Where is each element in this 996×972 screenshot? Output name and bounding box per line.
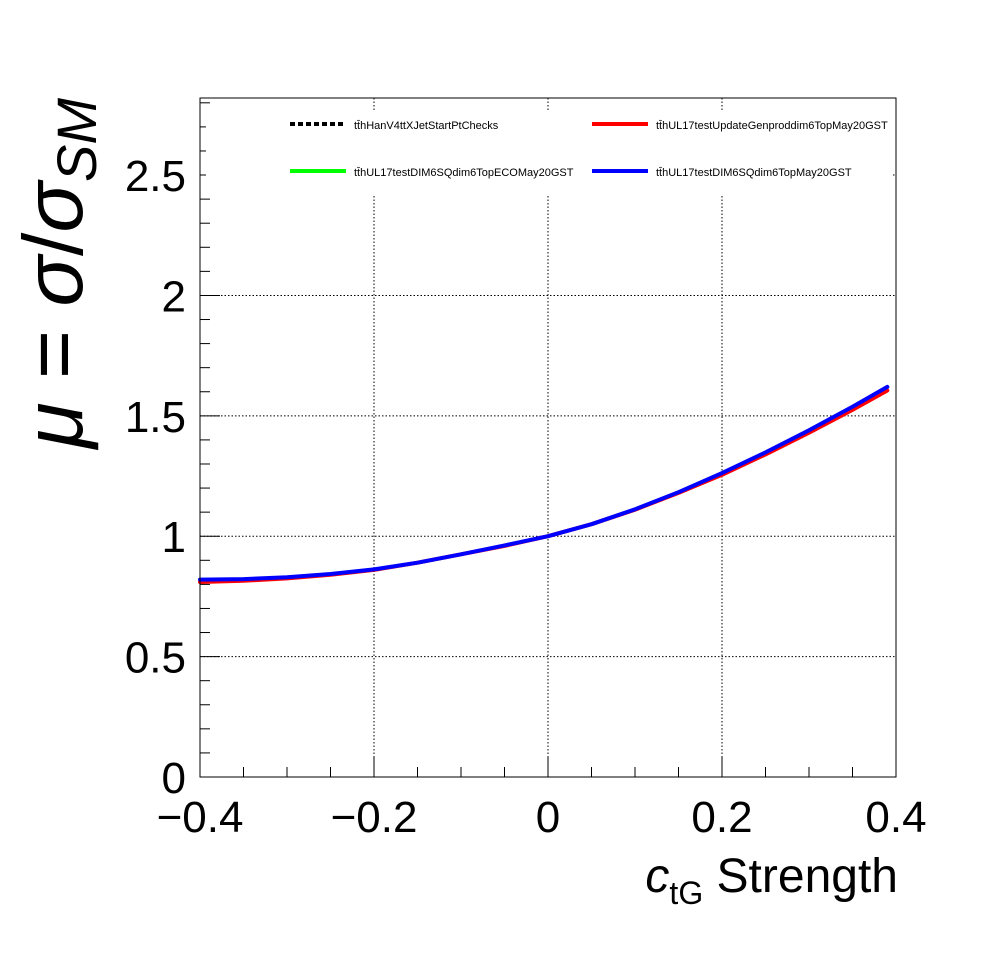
legend-label: tt̄hUL17testDIM6SQdim6TopMay20GST [656,167,852,179]
x-axis-title: ctG Strength [645,850,898,911]
y-axis-slash: / [6,232,100,256]
y-tick-label: 2.5 [125,152,186,201]
y-axis-mu: μ [6,402,100,450]
axis-ticks [199,102,897,778]
series-line [198,384,890,582]
legend-box [206,110,892,194]
x-tick-labels: −0.4 −0.2 0 0.2 0.4 [157,793,927,842]
y-axis-eq: = [6,307,100,403]
series-line [198,388,890,584]
series-layer [198,384,890,584]
x-axis-symbol: c [645,850,669,903]
y-axis-subscript: SM [45,98,108,182]
y-tick-label: 0 [162,754,186,803]
x-tick-label: −0.2 [331,793,418,842]
legend: tt̄hHanV4ttXJetStartPtChecks tt̄hUL17test… [206,110,892,194]
x-tick-label: −0.4 [157,793,244,842]
y-tick-labels: 0 0.5 1 1.5 2 2.5 [125,152,186,803]
legend-label: tt̄hUL17testDIM6SQdim6TopECOMay20GST [354,167,574,179]
x-tick-label: 0.2 [691,793,752,842]
y-tick-label: 1.5 [125,393,186,442]
x-tick-label: 0 [536,793,560,842]
y-axis-title: μ = σ/σSM [6,98,108,451]
legend-label: tt̄hHanV4ttXJetStartPtChecks [354,120,499,132]
legend-label: tt̄hUL17testUpdateGenproddim6TopMay20GST [656,120,888,132]
x-axis-suffix: Strength [703,850,898,903]
y-axis-sigma: σ [6,253,100,307]
x-tick-label: 0.4 [865,793,926,842]
x-axis-subscript: tG [669,875,703,911]
y-tick-label: 0.5 [125,634,186,683]
y-tick-label: 2 [162,272,186,321]
y-axis-sigma-sm: σ [6,179,100,233]
y-tick-label: 1 [162,513,186,562]
